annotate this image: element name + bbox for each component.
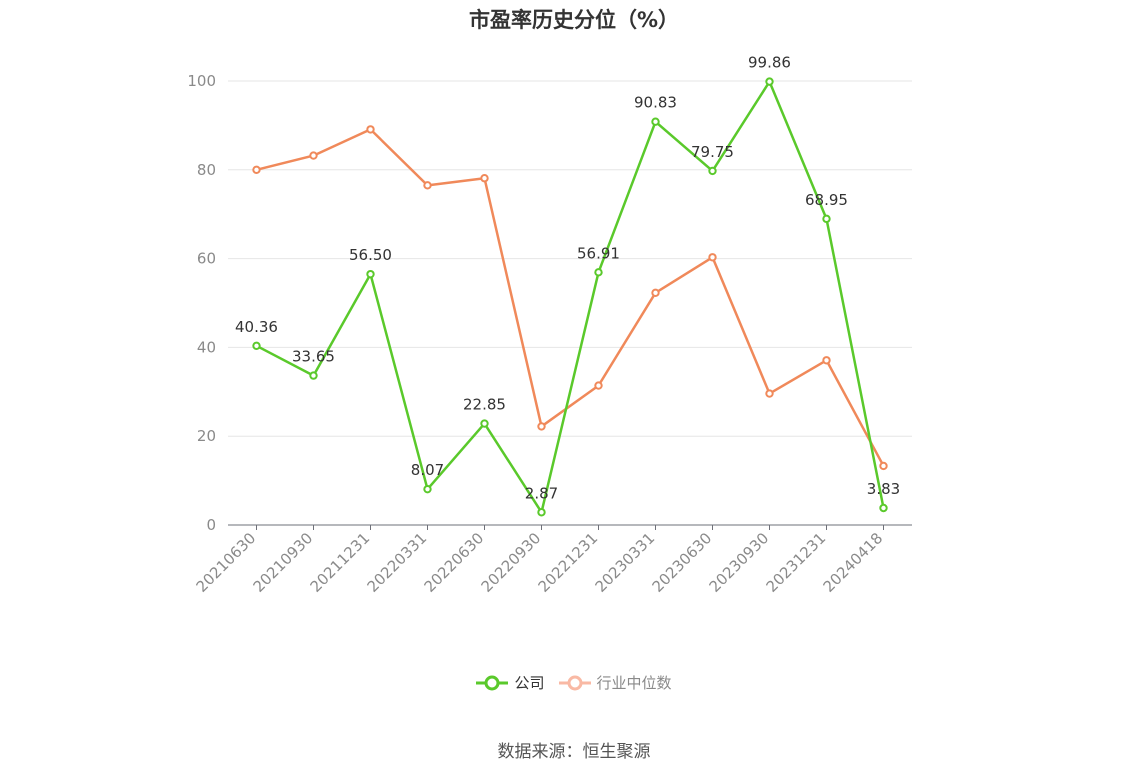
x-tick-label: 20211231 <box>307 529 374 596</box>
data-label: 2.87 <box>525 484 558 502</box>
data-label: 79.75 <box>691 143 734 161</box>
y-tick-label: 80 <box>197 161 216 179</box>
industry-point <box>423 181 432 190</box>
industry-point <box>480 174 489 183</box>
data-label: 56.91 <box>577 244 620 262</box>
x-tick-label: 20220930 <box>478 529 545 596</box>
y-tick-label: 0 <box>206 516 216 534</box>
industry-point <box>366 125 375 134</box>
company-point <box>594 268 603 277</box>
company-point <box>366 269 375 279</box>
industry-point <box>879 461 888 471</box>
industry-point <box>594 381 603 390</box>
x-tick-label: 20210630 <box>193 529 260 596</box>
chart-title: 市盈率历史分位（%） <box>468 8 680 32</box>
industry-point <box>765 389 774 398</box>
data-label: 40.36 <box>235 318 278 336</box>
x-tick-label: 20240418 <box>820 529 887 596</box>
data-label: 56.50 <box>349 246 392 264</box>
x-tick-label: 20230630 <box>649 529 716 596</box>
series-lines <box>252 77 888 517</box>
y-tick-label: 20 <box>197 427 216 445</box>
industry-point <box>537 422 546 431</box>
source-note: 数据来源：恒生聚源 <box>497 742 651 762</box>
y-tick-label: 40 <box>197 338 216 356</box>
y-tick-label: 60 <box>197 250 216 268</box>
company-point <box>708 166 717 176</box>
legend-company-label: 公司 <box>514 674 545 692</box>
grid-lines <box>228 80 912 437</box>
x-tick-label: 20230930 <box>706 529 773 596</box>
data-label: 8.07 <box>411 461 444 479</box>
data-label: 33.65 <box>292 348 335 366</box>
data-label: 22.85 <box>463 396 506 414</box>
legend-industry-icon <box>558 675 591 690</box>
series-line-company <box>255 80 885 514</box>
company-point <box>423 484 432 494</box>
data-label: 90.83 <box>634 94 677 112</box>
data-label: 3.83 <box>867 480 900 498</box>
y-tick-label: 100 <box>187 72 216 90</box>
company-point <box>537 508 546 517</box>
industry-point <box>252 165 261 175</box>
axes: 0204060801002021063020210930202112312022… <box>187 72 912 596</box>
legend-item-industry[interactable]: 行业中位数 <box>558 672 672 693</box>
industry-point <box>309 151 318 160</box>
legend-industry-label: 行业中位数 <box>596 674 672 692</box>
x-tick-label: 20220630 <box>421 529 488 596</box>
x-tick-label: 20230331 <box>592 529 659 596</box>
company-point <box>480 419 489 428</box>
x-tick-label: 20220331 <box>364 529 431 596</box>
legend-company-icon <box>476 675 509 690</box>
x-tick-label: 20221231 <box>535 529 602 596</box>
industry-point <box>651 288 660 297</box>
company-point <box>822 214 831 224</box>
data-labels: 40.36 33.65 56.50 8.07 22.85 2.87 56.91 90.83 79… <box>235 54 900 503</box>
company-point <box>252 341 261 351</box>
x-tick-label: 20231231 <box>763 529 830 596</box>
industry-point <box>822 356 831 365</box>
x-tick-label: 20210930 <box>250 529 317 596</box>
company-point <box>651 117 660 126</box>
company-point <box>879 503 888 513</box>
company-point <box>765 77 774 86</box>
legend-item-company[interactable]: 公司 <box>476 672 545 693</box>
legend: 公司 行业中位数 <box>0 672 1148 693</box>
series-line-industry <box>256 128 885 467</box>
industry-point <box>708 253 717 262</box>
data-label: 68.95 <box>805 191 848 209</box>
company-point <box>309 371 318 380</box>
data-label: 99.86 <box>748 54 791 72</box>
